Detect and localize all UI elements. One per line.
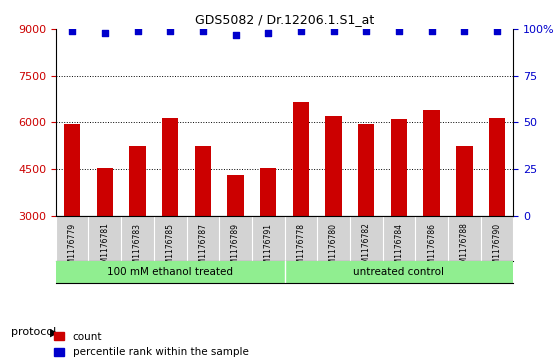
Bar [391,119,407,216]
Text: GSM1176786: GSM1176786 [427,223,436,274]
Text: GSM1176781: GSM1176781 [100,223,109,273]
Text: GSM1176790: GSM1176790 [493,223,502,274]
Text: GSM1176782: GSM1176782 [362,223,371,273]
Bar [228,175,244,216]
Text: GSM1176784: GSM1176784 [395,223,403,274]
Bar [325,116,341,216]
Text: ▶: ▶ [50,327,59,337]
Bar [489,118,505,216]
Point [231,32,240,37]
Point [100,30,109,36]
Text: GSM1176789: GSM1176789 [231,223,240,274]
Point [493,28,502,34]
Bar [358,124,374,216]
Text: GSM1176791: GSM1176791 [264,223,273,274]
Point [133,28,142,34]
Bar [424,110,440,216]
Point [166,28,175,34]
Point [264,30,273,36]
Point [68,28,76,34]
Point [395,28,403,34]
Legend: count, percentile rank within the sample: count, percentile rank within the sample [50,328,253,362]
Title: GDS5082 / Dr.12206.1.S1_at: GDS5082 / Dr.12206.1.S1_at [195,13,374,26]
Text: 100 mM ethanol treated: 100 mM ethanol treated [107,267,233,277]
Text: GSM1176779: GSM1176779 [68,223,76,274]
Point [362,28,371,34]
Bar [64,124,80,216]
Text: GSM1176778: GSM1176778 [296,223,305,274]
Point [329,28,338,34]
Text: GSM1176785: GSM1176785 [166,223,175,274]
Text: GSM1176780: GSM1176780 [329,223,338,274]
Bar [162,118,179,216]
Point [199,28,208,34]
Bar [195,146,211,216]
Text: protocol: protocol [11,327,56,337]
Text: GSM1176787: GSM1176787 [199,223,208,274]
Point [296,28,305,34]
Text: GSM1176788: GSM1176788 [460,223,469,273]
Bar [260,168,276,216]
Bar [456,146,473,216]
Text: untreated control: untreated control [353,267,445,277]
Point [460,28,469,34]
Bar [97,168,113,216]
Bar [293,102,309,216]
Text: GSM1176783: GSM1176783 [133,223,142,274]
Bar [129,146,146,216]
Point [427,28,436,34]
